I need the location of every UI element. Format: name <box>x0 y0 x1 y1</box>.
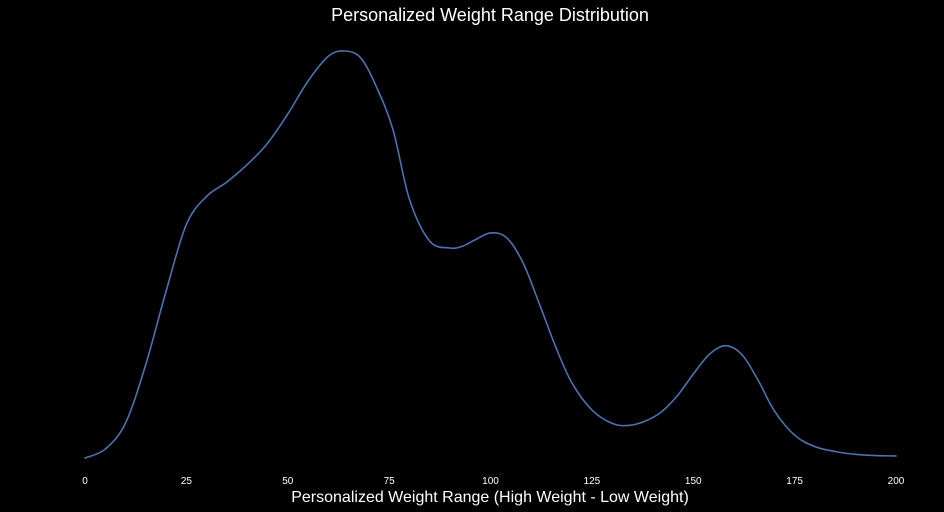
x-tick-label: 175 <box>786 476 803 487</box>
x-tick-label: 75 <box>384 476 396 487</box>
x-tick-label: 25 <box>181 476 193 487</box>
x-axis-ticks: 0 25 50 75 100 125 150 175 200 <box>82 476 905 487</box>
x-tick-label: 0 <box>82 476 88 487</box>
x-tick-label: 200 <box>888 476 905 487</box>
x-tick-label: 50 <box>282 476 294 487</box>
chart-title: Personalized Weight Range Distribution <box>331 5 649 25</box>
x-tick-label: 125 <box>584 476 601 487</box>
x-tick-label: 150 <box>685 476 702 487</box>
x-tick-label: 100 <box>482 476 499 487</box>
x-axis-label: Personalized Weight Range (High Weight -… <box>291 489 689 506</box>
density-curve <box>84 50 897 459</box>
plot-area <box>84 50 897 459</box>
